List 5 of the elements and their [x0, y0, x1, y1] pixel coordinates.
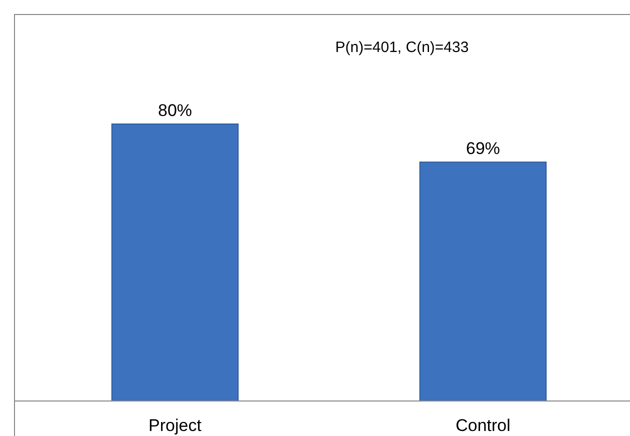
data-label: 69% [466, 139, 500, 158]
x-tick-label: Control [456, 416, 510, 436]
data-label: 80% [158, 101, 192, 120]
text: P(n)=401, C(n)=433 [335, 39, 469, 56]
x-tick-label: Project [148, 416, 202, 436]
